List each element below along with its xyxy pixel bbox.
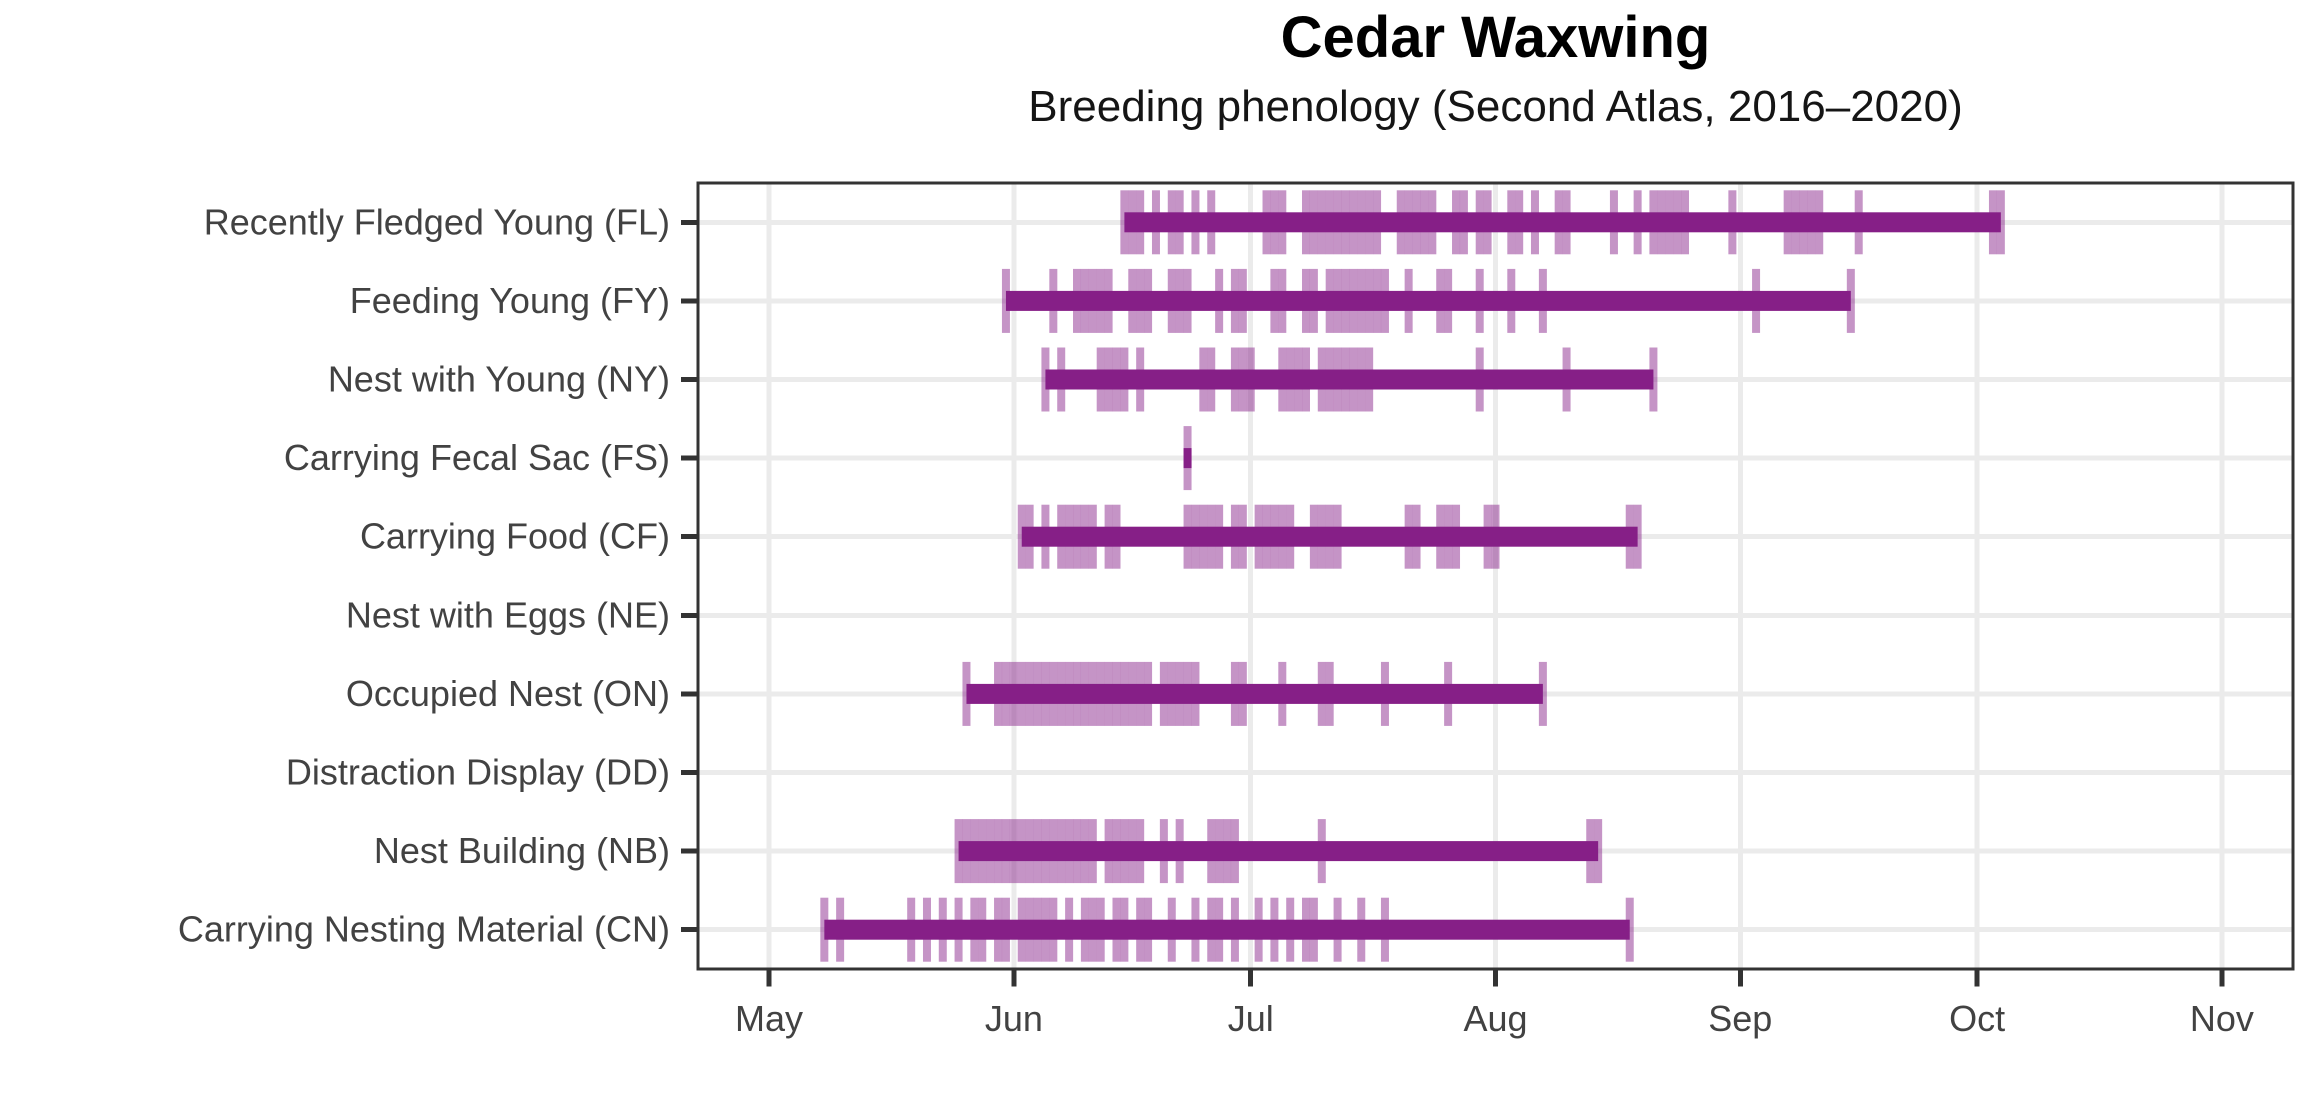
phenology-range-bar: [1045, 369, 1654, 390]
x-axis-tick: [1737, 970, 1743, 987]
y-axis-tick: [681, 848, 698, 854]
chart-subtitle: Breeding phenology (Second Atlas, 2016–2…: [1028, 82, 1963, 131]
panel-border: [696, 181, 2295, 971]
x-axis-label: Jun: [985, 998, 1043, 1039]
observation-tick: [1017, 504, 1026, 569]
y-axis-tick: [681, 219, 698, 225]
x-axis-tick: [766, 970, 772, 987]
y-axis-tick: [681, 612, 698, 618]
x-axis-tick: [2219, 970, 2225, 987]
y-axis-tick: [681, 455, 698, 461]
phenology-range-bar: [1021, 526, 1638, 547]
y-axis-label: Distraction Display (DD): [286, 752, 670, 793]
phenology-range-bar: [958, 841, 1599, 862]
x-axis-label: Aug: [1463, 998, 1527, 1039]
x-axis-label: Jul: [1228, 998, 1274, 1039]
x-axis-label: Nov: [2190, 998, 2254, 1039]
gridline-vertical: [1248, 183, 1254, 969]
y-axis-label: Feeding Young (FY): [350, 280, 670, 321]
y-axis-label: Nest with Young (NY): [328, 359, 670, 400]
gridline-vertical: [2219, 183, 2225, 969]
gridline-vertical: [1974, 183, 1980, 969]
y-axis-label: Nest with Eggs (NE): [346, 594, 670, 635]
gridline-vertical: [1737, 183, 1743, 969]
x-axis-tick: [1974, 970, 1980, 987]
phenology-range-bar: [1183, 448, 1192, 469]
observation-tick: [1996, 190, 2005, 255]
x-axis-label: Oct: [1949, 998, 2005, 1039]
y-axis-label: Carrying Food (CF): [360, 516, 670, 557]
y-axis-tick: [681, 770, 698, 775]
y-axis-tick: [681, 691, 698, 697]
chart-title: Cedar Waxwing: [1280, 5, 1711, 70]
phenology-range-bar: [1124, 212, 2001, 233]
y-axis-label: Nest Building (NB): [374, 830, 670, 871]
phenology-range-bar: [1005, 290, 1851, 311]
x-axis-label: May: [735, 998, 803, 1039]
y-axis-tick: [681, 377, 698, 382]
y-axis-label: Recently Fledged Young (FL): [204, 201, 670, 242]
x-axis-tick: [1493, 970, 1498, 987]
y-axis-label: Occupied Nest (ON): [346, 673, 670, 714]
y-axis-label: Carrying Fecal Sac (FS): [284, 437, 670, 478]
phenology-range-bar: [824, 919, 1630, 940]
gridline-vertical: [1493, 183, 1498, 969]
gridline-vertical: [1011, 183, 1017, 969]
y-axis-tick: [681, 534, 698, 540]
x-axis-label: Sep: [1708, 998, 1772, 1039]
y-axis-tick: [681, 298, 698, 304]
x-axis-tick: [1011, 970, 1017, 987]
x-axis-tick: [1248, 970, 1254, 987]
y-axis-tick: [681, 927, 698, 933]
y-axis-label: Carrying Nesting Material (CN): [178, 909, 670, 950]
gridline-vertical: [766, 183, 772, 969]
phenology-range-bar: [966, 683, 1543, 704]
